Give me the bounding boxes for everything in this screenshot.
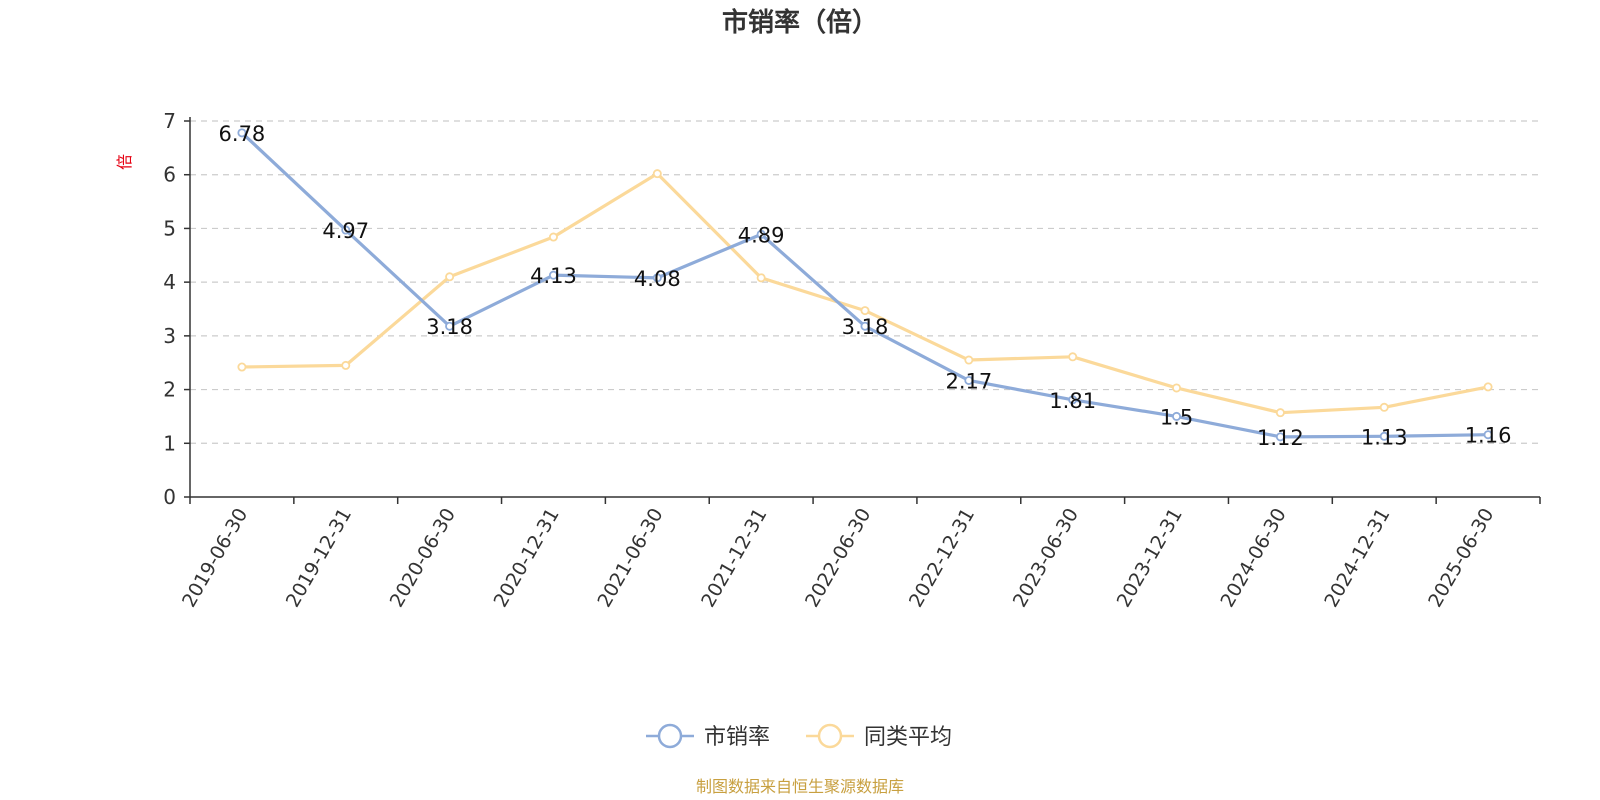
data-label: 4.13 — [530, 264, 577, 288]
x-tick-label: 2020-06-30 — [386, 504, 460, 611]
y-axis-unit-label: 倍 — [115, 154, 134, 170]
y-tick-label: 0 — [163, 485, 176, 509]
legend-item[interactable]: 市销率 — [646, 723, 770, 750]
series-lines — [237, 128, 1493, 442]
data-point[interactable] — [1275, 432, 1285, 442]
data-label: 1.12 — [1257, 426, 1304, 450]
y-tick-label: 4 — [163, 270, 176, 294]
x-tick-label: 2021-06-30 — [593, 505, 667, 612]
data-point[interactable] — [1068, 352, 1078, 362]
series-line — [241, 172, 1489, 415]
data-label: 4.08 — [634, 267, 681, 291]
data-point[interactable] — [860, 321, 870, 331]
axes: 0 1 2 3 4 5 6 7 2019-06-30 2019-12-31 2020-06-30 20… — [163, 109, 1541, 612]
data-point[interactable] — [445, 321, 455, 331]
y-tick-label: 6 — [163, 163, 176, 187]
x-tick-label: 2024-12-31 — [1320, 505, 1394, 612]
y-tick-label: 7 — [163, 109, 176, 133]
data-point[interactable] — [341, 360, 351, 370]
data-point[interactable] — [1172, 383, 1182, 393]
data-point[interactable] — [237, 128, 247, 138]
data-point[interactable] — [1483, 430, 1493, 440]
legend-item[interactable]: 同类平均 — [806, 723, 952, 750]
data-point[interactable] — [652, 273, 662, 283]
x-tick-label: 2019-12-31 — [282, 505, 356, 612]
data-point[interactable] — [1275, 408, 1285, 418]
data-point[interactable] — [652, 169, 662, 179]
data-label: 4.97 — [322, 219, 369, 243]
data-point[interactable] — [756, 273, 766, 283]
x-tick-label: 2022-06-30 — [801, 505, 875, 612]
x-tick-label: 2020-12-31 — [490, 505, 564, 612]
data-labels: 6.78 4.97 3.18 4.13 4.08 4.89 3.18 2.17 1.81 1.5 1… — [219, 122, 1512, 450]
x-tick-label: 2023-06-30 — [1009, 505, 1083, 612]
data-point[interactable] — [1379, 431, 1389, 441]
data-label: 3.18 — [842, 315, 889, 339]
x-tick-label: 2021-12-31 — [697, 505, 771, 612]
y-tick-label: 3 — [163, 324, 176, 348]
legend-circle-icon — [657, 723, 683, 749]
data-point[interactable] — [1483, 382, 1493, 392]
legend-circle-icon — [817, 723, 843, 749]
data-point[interactable] — [1172, 411, 1182, 421]
data-point[interactable] — [964, 375, 974, 385]
y-tick-label: 1 — [163, 431, 176, 455]
x-tick-label: 2025-06-30 — [1424, 505, 1498, 612]
data-source-note: 制图数据来自恒生聚源数据库 — [696, 777, 904, 796]
data-point[interactable] — [1379, 402, 1389, 412]
data-point[interactable] — [964, 355, 974, 365]
legend-label: 同类平均 — [864, 725, 952, 750]
x-tick-label: 2024-06-30 — [1216, 505, 1290, 612]
data-point[interactable] — [445, 272, 455, 282]
data-point[interactable] — [756, 229, 766, 239]
data-label: 1.5 — [1160, 405, 1193, 429]
data-label: 1.13 — [1361, 425, 1408, 449]
legend[interactable]: 市销率 同类平均 — [646, 723, 952, 750]
y-tick-label: 5 — [163, 216, 176, 240]
x-tick-label: 2022-12-31 — [905, 505, 979, 612]
data-label: 4.89 — [738, 223, 785, 247]
data-label: 2.17 — [945, 369, 992, 393]
data-label: 1.81 — [1049, 389, 1096, 413]
y-tick-label: 2 — [163, 378, 176, 402]
x-tick-label: 2019-06-30 — [178, 505, 252, 612]
data-point[interactable] — [341, 225, 351, 235]
data-point[interactable] — [1068, 395, 1078, 405]
data-point[interactable] — [548, 232, 558, 242]
data-label: 3.18 — [426, 315, 473, 339]
series-line — [240, 131, 1489, 439]
data-label: 1.16 — [1465, 424, 1512, 448]
legend-label: 市销率 — [704, 725, 770, 750]
data-point[interactable] — [548, 270, 558, 280]
data-label: 6.78 — [219, 122, 266, 146]
chart-title: 市销率（倍） — [722, 7, 878, 38]
x-tick-label: 2023-12-31 — [1113, 505, 1187, 612]
grid-lines — [190, 120, 1540, 444]
data-point[interactable] — [860, 306, 870, 316]
data-point[interactable] — [237, 362, 247, 372]
